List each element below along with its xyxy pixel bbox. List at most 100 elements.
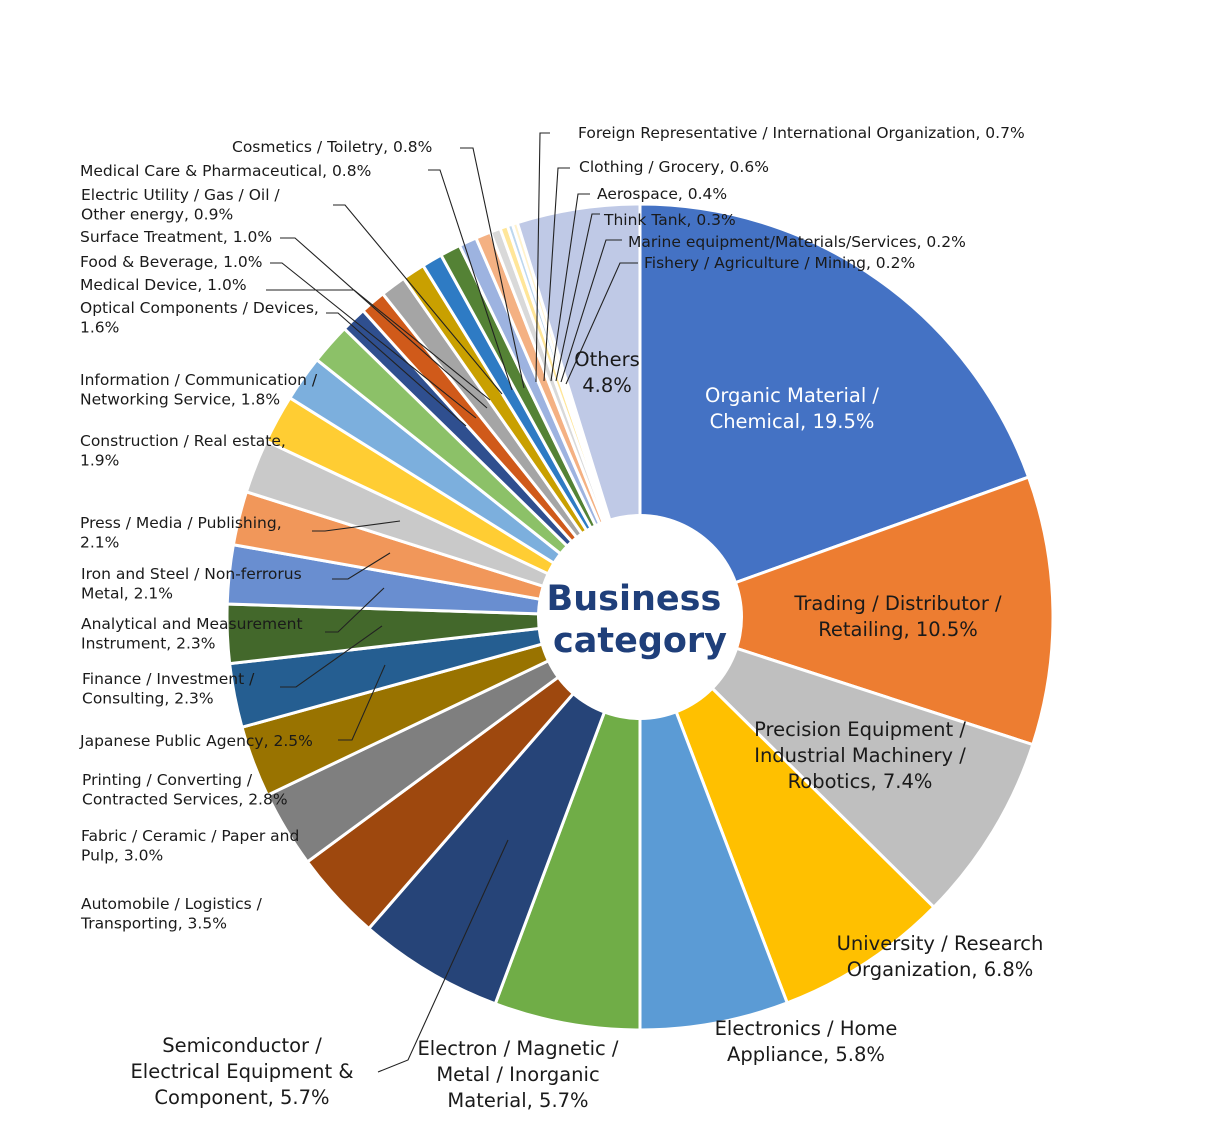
pie-slice-30 <box>515 202 642 618</box>
slice-label-7-line-1: Transporting, 3.5% <box>80 915 227 933</box>
slice-label-20-line-0: Surface Treatment, 1.0% <box>80 228 272 246</box>
slice-label-7-line-0: Automobile / Logistics / <box>81 895 263 913</box>
slice-label-11-line-0: Finance / Investment / <box>82 670 255 688</box>
slice-label-19-line-0: Food & Beverage, 1.0% <box>80 253 262 271</box>
pie-slice-2 <box>638 615 1035 910</box>
slice-label-14-line-1: 2.1% <box>80 534 119 552</box>
donut-slices <box>225 202 1055 1032</box>
slice-label-12-line-0: Analytical and Measurement <box>81 615 303 633</box>
slice-label-0-line-0: Organic Material / <box>705 384 879 407</box>
leader-line-11 <box>280 625 383 688</box>
leader-line-23 <box>460 147 525 389</box>
slice-label-9-line-1: Contracted Services, 2.8% <box>82 791 288 809</box>
pie-slice-5 <box>493 616 642 1032</box>
leader-line-17 <box>326 312 467 427</box>
slice-label-2: Precision Equipment / Industrial Machiner… <box>754 718 966 793</box>
slice-label-15-line-1: 1.9% <box>80 452 119 470</box>
slice-label-3-line-1: Organization, 6.8% <box>847 958 1034 981</box>
slice-label-19: Food & Beverage, 1.0% <box>80 253 262 271</box>
slice-label-27-line-0: Think Tank, 0.3% <box>603 211 736 229</box>
slice-labels: Organic Material / Chemical, 19.5% Trading… <box>79 124 1043 1112</box>
leader-line-10 <box>338 664 386 741</box>
leader-line-12 <box>325 587 385 633</box>
slice-label-30-line-1: 4.8% <box>582 374 632 397</box>
slice-label-28: Marine equipment/Materials/Services, 0.2… <box>628 233 966 251</box>
slice-label-16-line-0: Information / Communication / <box>80 371 318 389</box>
slice-label-10: Japanese Public Agency, 2.5% <box>79 732 313 750</box>
slice-label-11: Finance / Investment / Consulting, 2.3% <box>82 670 255 708</box>
slice-label-21: Electric Utility / Gas / Oil / Other ener… <box>81 186 280 224</box>
slice-label-5-line-0: Electron / Magnetic / <box>417 1037 618 1060</box>
leader-line-14 <box>312 520 401 532</box>
slice-label-24-line-0: Foreign Representative / International O… <box>578 124 1025 142</box>
slice-label-6: Semiconductor / Electrical Equipment & Com… <box>130 1034 353 1109</box>
leader-line-18 <box>270 262 477 419</box>
leader-line-6 <box>377 839 509 1073</box>
slice-label-20: Surface Treatment, 1.0% <box>80 228 272 246</box>
slice-label-12-line-1: Instrument, 2.3% <box>81 635 216 653</box>
slice-label-3-line-0: University / Research <box>837 932 1044 955</box>
pie-slice-3 <box>638 615 936 1005</box>
leader-lines <box>266 132 638 1073</box>
slice-label-29: Fishery / Agriculture / Mining, 0.2% <box>644 254 915 272</box>
slice-label-15: Construction / Real estate, 1.9% <box>80 432 286 470</box>
slice-label-26: Aerospace, 0.4% <box>597 185 727 203</box>
slice-label-5-line-2: Material, 5.7% <box>447 1089 588 1112</box>
slice-label-5: Electron / Magnetic / Metal / Inorganic Ma… <box>417 1037 618 1112</box>
slice-label-30-line-0: Others <box>574 348 640 371</box>
slice-label-6-line-1: Electrical Equipment & <box>130 1060 353 1083</box>
slice-label-7: Automobile / Logistics / Transporting, 3.… <box>80 895 263 933</box>
slice-label-1-line-0: Trading / Distributor / <box>793 592 1002 615</box>
pie-slice-1 <box>635 475 1055 747</box>
slice-label-13-line-0: Iron and Steel / Non-ferrorus <box>81 565 302 583</box>
slice-label-3: University / Research Organization, 6.8% <box>837 932 1044 981</box>
leader-line-19 <box>280 237 488 409</box>
leader-line-29 <box>565 262 638 385</box>
slice-label-22-line-0: Medical Care & Pharmaceutical, 0.8% <box>80 162 371 180</box>
slice-label-4-line-0: Electronics / Home <box>715 1017 898 1040</box>
slice-label-8-line-1: Pulp, 3.0% <box>81 847 163 865</box>
slice-label-1-line-1: Retailing, 10.5% <box>818 618 978 641</box>
slice-label-2-line-1: Industrial Machinery / <box>754 744 966 767</box>
slice-label-6-line-0: Semiconductor / <box>162 1034 322 1057</box>
slice-label-23: Cosmetics / Toiletry, 0.8% <box>232 138 432 156</box>
leader-line-27 <box>555 213 600 382</box>
pie-slice-6 <box>366 616 642 1006</box>
slice-label-15-line-0: Construction / Real estate, <box>80 432 286 450</box>
leader-line-21 <box>333 204 503 395</box>
slice-label-21-line-0: Electric Utility / Gas / Oil / <box>81 186 280 204</box>
leader-line-13 <box>332 552 391 580</box>
slice-label-6-line-2: Component, 5.7% <box>154 1086 329 1109</box>
center-label-line-1: Business <box>547 579 722 619</box>
donut-hole <box>537 514 743 720</box>
slice-label-14: Press / Media / Publishing, 2.1% <box>80 514 282 552</box>
slice-label-18: Medical Device, 1.0% <box>80 276 247 294</box>
slice-label-10-line-0: Japanese Public Agency, 2.5% <box>79 732 313 750</box>
slice-label-17-line-1: 1.6% <box>80 319 119 337</box>
slice-label-16-line-1: Networking Service, 1.8% <box>80 391 280 409</box>
leader-line-20 <box>266 289 491 401</box>
slice-label-1: Trading / Distributor / Retailing, 10.5% <box>793 592 1002 641</box>
slice-label-17: Optical Components / Devices, 1.6% <box>80 299 319 337</box>
slice-label-2-line-2: Robotics, 7.4% <box>788 770 933 793</box>
slice-label-23-line-0: Cosmetics / Toiletry, 0.8% <box>232 138 432 156</box>
slice-label-26-line-0: Aerospace, 0.4% <box>597 185 727 203</box>
slice-label-11-line-1: Consulting, 2.3% <box>82 690 214 708</box>
leader-line-25 <box>543 167 570 382</box>
slice-label-22: Medical Care & Pharmaceutical, 0.8% <box>80 162 371 180</box>
leader-line-26 <box>550 193 590 382</box>
slice-label-28-line-0: Marine equipment/Materials/Services, 0.2… <box>628 233 966 251</box>
slice-label-5-line-1: Metal / Inorganic <box>436 1063 599 1086</box>
slice-label-4-line-1: Appliance, 5.8% <box>727 1043 885 1066</box>
slice-label-12: Analytical and Measurement Instrument, 2.… <box>81 615 303 653</box>
slice-label-17-line-0: Optical Components / Devices, <box>80 299 319 317</box>
slice-label-30: Others 4.8% <box>574 348 640 397</box>
slice-label-2-line-0: Precision Equipment / <box>754 718 966 741</box>
slice-label-16: Information / Communication / Networking … <box>80 371 318 409</box>
center-label: Business category <box>547 579 734 661</box>
slice-label-21-line-1: Other energy, 0.9% <box>81 206 233 224</box>
center-label-line-2: category <box>553 621 727 661</box>
slice-label-0-line-1: Chemical, 19.5% <box>710 410 875 433</box>
slice-label-25: Clothing / Grocery, 0.6% <box>579 158 769 176</box>
